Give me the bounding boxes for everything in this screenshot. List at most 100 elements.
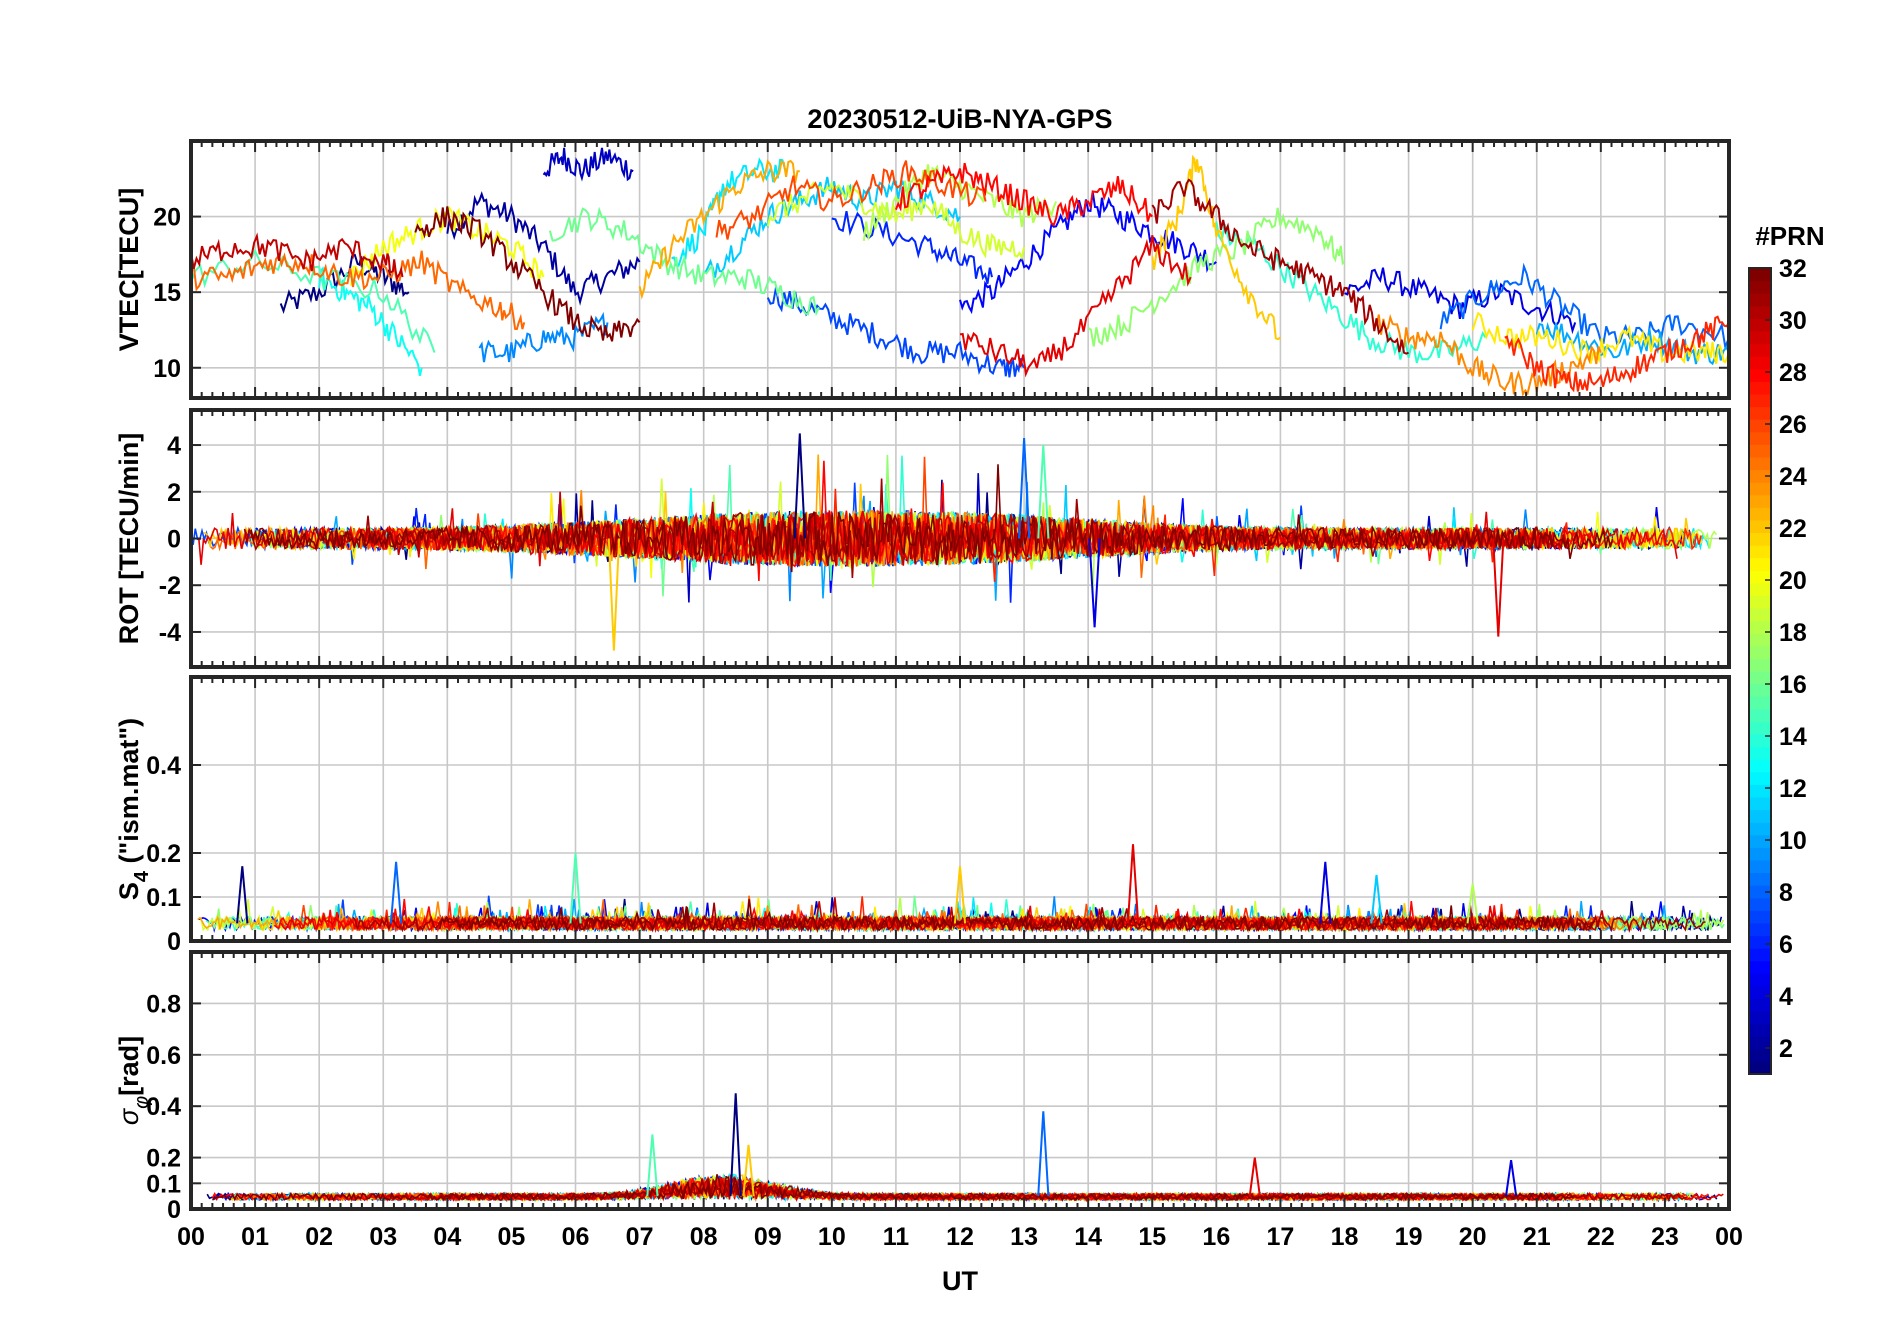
y-tick-label: 0.2: [146, 840, 181, 868]
colorbar-segment: [1749, 469, 1771, 483]
colorbar-segment: [1749, 847, 1771, 861]
x-tick-label: 19: [1395, 1223, 1423, 1251]
vtec-series-prn-28: [894, 162, 1154, 227]
x-tick-label: 12: [946, 1223, 974, 1251]
x-tick-label: 15: [1138, 1223, 1166, 1251]
sigma-panel: 00.10.2 0.4 0.6 0.8 σφ[rad]: [114, 950, 1731, 1224]
y-axis-label: VTEC[TECU]: [114, 188, 144, 352]
colorbar-segment: [1749, 431, 1771, 445]
colorbar-segment: [1749, 834, 1771, 848]
colorbar-segment: [1749, 759, 1771, 773]
y-tick-label: 4: [167, 432, 181, 460]
colorbar-segment: [1749, 608, 1771, 622]
colorbar-segment: [1749, 1011, 1771, 1025]
vtec-series-prn-9: [478, 311, 609, 363]
colorbar-segment: [1749, 393, 1771, 408]
sigma-peak: [729, 1093, 742, 1197]
vtec-series-prn-12: [671, 157, 788, 267]
colorbar-segment: [1749, 330, 1771, 345]
colorbar-tick-label: 2: [1779, 1035, 1793, 1063]
colorbar-tick-label: 4: [1779, 983, 1793, 1011]
vtec-series-prn-5: [959, 191, 1217, 315]
colorbar-segment: [1749, 872, 1771, 886]
colorbar-segment: [1749, 532, 1771, 546]
sigma-peak: [1505, 1160, 1518, 1197]
colorbar-segment: [1749, 519, 1771, 534]
rot-peak: [1018, 437, 1031, 539]
colorbar-segment: [1749, 1048, 1771, 1063]
colorbar-segment: [1749, 809, 1771, 823]
colorbar-segment: [1749, 343, 1771, 357]
data-layer: [197, 844, 1725, 934]
x-tick-label: 16: [1202, 1223, 1230, 1251]
vtec-series-prn-2: [446, 191, 641, 306]
colorbar-segment: [1749, 570, 1771, 584]
y-tick-label: 0: [167, 526, 181, 554]
vtec-series-prn-22: [1151, 154, 1281, 341]
x-tick-label: 18: [1331, 1223, 1359, 1251]
colorbar-segment: [1749, 683, 1771, 697]
colorbar-segment: [1749, 733, 1771, 748]
x-tick-label: 21: [1523, 1223, 1551, 1251]
x-tick-label: 07: [626, 1223, 654, 1251]
colorbar-segment: [1749, 721, 1771, 735]
s4-series-prn-31: [352, 902, 1706, 934]
vtec-series-prn-23: [638, 159, 800, 300]
colorbar-segment: [1749, 960, 1771, 974]
y-tick-label: 0: [167, 928, 181, 956]
colorbar-segment: [1749, 268, 1771, 282]
x-tick-label: 10: [818, 1223, 846, 1251]
colorbar-segment: [1749, 582, 1771, 597]
data-layer: [206, 1093, 1724, 1203]
colorbar-segment: [1749, 708, 1771, 722]
sigma-series-prn-32: [212, 1174, 1575, 1202]
colorbar-segment: [1749, 897, 1771, 911]
sigma-peak: [1248, 1157, 1261, 1197]
colorbar-segment: [1749, 973, 1771, 987]
x-tick-label: 14: [1074, 1223, 1102, 1251]
colorbar-segment: [1749, 419, 1771, 433]
y-tick-label: -2: [159, 572, 181, 600]
x-tick-label: 00: [177, 1223, 205, 1251]
colorbar-tick-label: 28: [1779, 359, 1807, 387]
y-tick-label: 20: [153, 204, 181, 232]
sigma-peak: [742, 1144, 755, 1197]
colorbar-segment: [1749, 859, 1771, 874]
y-tick-label: 0.1: [146, 884, 181, 912]
s4-peak: [953, 866, 967, 924]
x-tick-label: 00: [1715, 1223, 1743, 1251]
colorbar-segment: [1749, 746, 1771, 760]
s4-panel: 0 0.1 0.2 0.4S4 ("ism.mat"): [114, 675, 1731, 956]
colorbar-segment: [1749, 620, 1771, 634]
colorbar-segment: [1749, 368, 1771, 382]
y-axis-label: S4 ("ism.mat"): [114, 718, 153, 900]
colorbar-segment: [1749, 456, 1771, 471]
colorbar-tick-label: 20: [1779, 567, 1807, 595]
vtec-series-prn-32: [414, 206, 641, 342]
colorbar-segment: [1749, 998, 1771, 1012]
vtec-series-prn-31: [1151, 178, 1410, 355]
colorbar-segment: [1749, 633, 1771, 647]
y-tick-label: 0.6: [146, 1042, 181, 1070]
colorbar-segment: [1749, 444, 1771, 458]
chart-title: 20230512-UiB-NYA-GPS: [807, 104, 1112, 134]
vtec-series-prn-13: [318, 266, 423, 377]
colorbar-segment: [1749, 1061, 1771, 1075]
colorbar-segment: [1749, 356, 1771, 370]
x-tick-label: 02: [305, 1223, 333, 1251]
rot-peak: [1037, 444, 1050, 539]
x-tick-label: 04: [433, 1223, 461, 1251]
sigma-peak: [1037, 1111, 1050, 1197]
vtec-series-prn-6: [831, 211, 993, 284]
x-tick-label: 06: [562, 1223, 590, 1251]
data-layer: [192, 433, 1718, 651]
colorbar-segment: [1749, 482, 1771, 496]
colorbar-tick-label: 24: [1779, 463, 1807, 491]
colorbar-tick-label: 22: [1779, 515, 1807, 543]
vtec-series-prn-8: [1439, 262, 1729, 352]
x-tick-label: 05: [498, 1223, 526, 1251]
s4-peak: [389, 861, 403, 924]
x-tick-label: 17: [1267, 1223, 1295, 1251]
colorbar-tick-label: 26: [1779, 411, 1807, 439]
colorbar-segment: [1749, 318, 1771, 332]
